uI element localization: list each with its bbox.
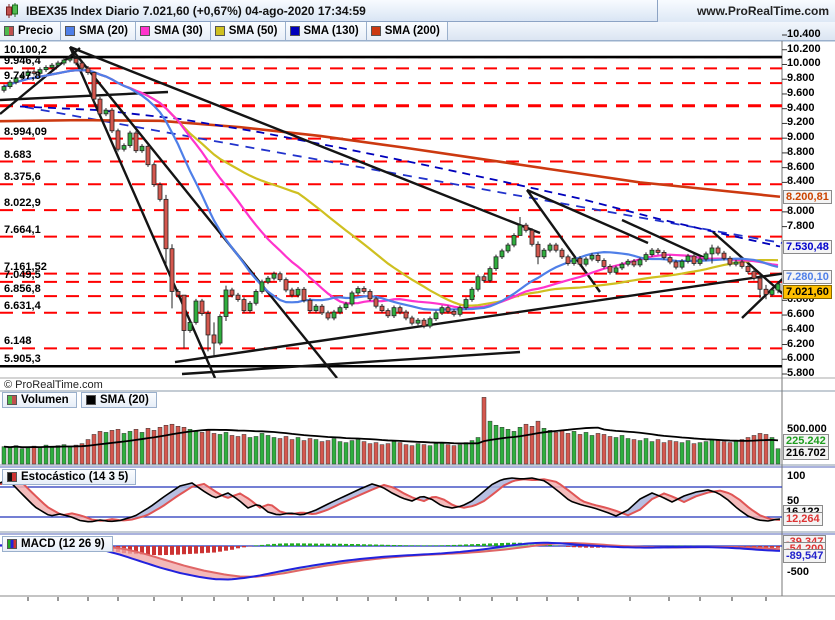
price-level-label: 9.946,4: [4, 55, 41, 68]
legend-label: SMA (130): [303, 25, 359, 37]
legend-label: SMA (20): [79, 25, 128, 37]
legend-item-sma-20-[interactable]: SMA (20): [61, 22, 136, 40]
legend-label: Estocástico (14 3 5): [21, 471, 129, 483]
legend-label: Volumen: [21, 394, 69, 406]
legend-label: MACD (12 26 9): [21, 538, 105, 550]
price-axis-tick: 6.000: [787, 352, 815, 365]
volume-legend-volumen[interactable]: Volumen: [2, 392, 77, 408]
price-level-label: 6.856,8: [4, 283, 41, 296]
volume-legend-sma-20-[interactable]: SMA (20): [81, 392, 157, 408]
price-axis-badge: 7.530,48: [783, 240, 832, 254]
instrument-title: IBEX35 Index Diario 7.021,60 (+0,67%) 04…: [26, 3, 366, 18]
stochastic-legend-estoc-stico-14-3-5-[interactable]: Estocástico (14 3 5): [2, 469, 137, 485]
legend-label: Precio: [18, 25, 54, 37]
legend-item-sma-130-[interactable]: SMA (130): [285, 22, 367, 40]
price-axis-tick: 10.200: [787, 42, 821, 55]
stoch-axis-tick: 100: [787, 470, 806, 482]
legend-label: SMA (50): [228, 25, 278, 37]
chart-title-bar: IBEX35 Index Diario 7.021,60 (+0,67%) 04…: [0, 0, 835, 22]
price-level-label: 9.747,8: [4, 70, 41, 83]
sma-swatch-icon: [214, 26, 225, 36]
price-axis-tick: 6.200: [787, 337, 815, 350]
price-axis-tick: 10.000: [787, 57, 821, 70]
legend-label: SMA (30): [153, 25, 203, 37]
price-level-label: 8.022,9: [4, 197, 41, 210]
price-axis-tick: 6.600: [787, 308, 815, 321]
price-legend-bar: Precio SMA (20) SMA (30) SMA (50) SMA (130) S…: [0, 22, 835, 41]
stochastic-swatch-icon: [7, 472, 17, 482]
price-axis-tick: 7.800: [787, 219, 815, 232]
stoch-axis-tick: 50: [787, 495, 800, 507]
sma-swatch-icon: [370, 26, 381, 36]
legend-item-sma-200-[interactable]: SMA (200): [366, 22, 448, 40]
price-axis-tick: 9.200: [787, 116, 815, 129]
website-link[interactable]: www.ProRealTime.com: [657, 0, 835, 22]
price-axis-badge: 7.280,10: [783, 270, 832, 284]
price-axis-tick: 6.400: [787, 322, 815, 335]
volume-swatch-icon: [7, 395, 17, 405]
macd-legend-macd-12-26-9-[interactable]: MACD (12 26 9): [2, 536, 113, 552]
price-axis-badge: 7.021,60: [783, 285, 832, 299]
price-swatch-icon: [4, 26, 14, 36]
price-axis-tick: 9.800: [787, 72, 815, 85]
macd-axis-tick: -500: [787, 566, 810, 578]
price-axis-tick: 9.600: [787, 86, 815, 99]
price-axis-tick: 8.800: [787, 145, 815, 158]
legend-item-precio[interactable]: Precio: [0, 22, 62, 40]
stochastic-axis-badge: 12,264: [783, 512, 823, 526]
legend-label: SMA (200): [384, 25, 440, 37]
macd-swatch-icon: [7, 539, 17, 549]
price-level-label: 5.905,3: [4, 353, 41, 366]
legend-label: SMA (20): [100, 394, 149, 406]
price-level-label: 6.631,4: [4, 299, 41, 312]
price-level-label: 7.049,5: [4, 268, 41, 281]
price-level-label: 8.683: [4, 148, 32, 161]
sma-swatch-icon: [86, 395, 96, 405]
sma-swatch-icon: [139, 26, 150, 36]
price-axis-tick: 10.400: [787, 28, 821, 40]
candlestick-icon: [6, 2, 18, 18]
price-axis-tick: 8.000: [787, 204, 815, 217]
price-level-label: 8.375,6: [4, 171, 41, 184]
price-axis-badge: 8.200,81: [783, 190, 832, 204]
price-level-label: 7.664,1: [4, 223, 41, 236]
price-axis-tick: 5.800: [787, 367, 815, 379]
legend-item-sma-30-[interactable]: SMA (30): [135, 22, 211, 40]
price-axis-tick: 9.000: [787, 131, 815, 144]
price-axis-tick: 8.400: [787, 175, 815, 188]
macd-axis-badge: -89,547: [783, 549, 827, 563]
price-level-label: 7.161,52: [4, 260, 47, 273]
volume-axis-tick: 500.000: [787, 423, 827, 435]
watermark: © ProRealTime.com: [4, 379, 103, 391]
sma-swatch-icon: [65, 26, 76, 36]
price-axis-tick: 8.600: [787, 160, 815, 173]
price-level-label: 6.148: [4, 335, 32, 348]
website-text: www.ProRealTime.com: [696, 4, 829, 18]
price-level-label: 10.100,2: [4, 44, 47, 57]
volume-axis-badge: 216.702: [783, 446, 829, 460]
price-axis-tick: 9.400: [787, 101, 815, 114]
price-level-label: 8.994,09: [4, 125, 47, 138]
sma-swatch-icon: [289, 26, 300, 36]
legend-item-sma-50-[interactable]: SMA (50): [210, 22, 286, 40]
